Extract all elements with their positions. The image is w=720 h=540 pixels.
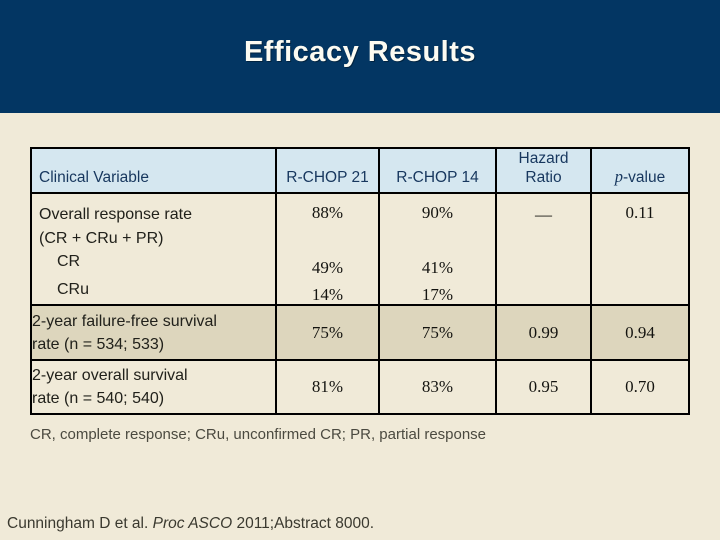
efficacy-table: Clinical Variable R-CHOP 21 R-CHOP 14 Ha… <box>30 147 690 415</box>
cell-ffs-rchop21: 75% <box>275 304 380 361</box>
cell-orr-rchop14: 90% 41% 17% <box>378 192 497 306</box>
cell-orr-pvalue: 0.11 <box>590 192 690 306</box>
cell-os-rchop14: 83% <box>378 359 497 415</box>
cr-rchop14-value: 41% <box>421 258 454 277</box>
header-hazard-ratio: Hazard Ratio <box>495 147 592 194</box>
cell-ffs-pvalue: 0.94 <box>590 304 690 361</box>
orr-rchop14-value: 90% <box>421 203 454 222</box>
cr-rchop21-value: 49% <box>311 258 344 277</box>
orr-rchop21-value: 88% <box>311 203 344 222</box>
cell-orr-hazard: — <box>495 192 592 306</box>
cru-rchop14-value: 17% <box>421 285 454 304</box>
os-label-line2: rate (n = 540; 540) <box>32 390 165 407</box>
header-p-italic: p <box>614 167 624 186</box>
cell-os-hazard: 0.95 <box>495 359 592 415</box>
header-p-value: p-value <box>590 147 690 194</box>
citation-journal: Proc ASCO <box>152 515 233 532</box>
cell-os-pvalue: 0.70 <box>590 359 690 415</box>
citation: Cunningham D et al. Proc ASCO 2011;Abstr… <box>7 515 374 533</box>
abbreviations-footnote: CR, complete response; CRu, unconfirmed … <box>30 426 487 443</box>
header-hazard-line1: Hazard <box>518 150 569 167</box>
citation-suffix: 2011;Abstract 8000. <box>232 515 375 532</box>
cell-ffs-rchop14: 75% <box>378 304 497 361</box>
header-p-rest: -value <box>623 169 666 186</box>
table-row-overall-response: Overall response rate (CR + CRu + PR) CR… <box>30 192 690 306</box>
cell-os-rchop21: 81% <box>275 359 380 415</box>
orr-label-line2: (CR + CRu + PR) <box>39 230 164 247</box>
orr-label-line1: Overall response rate <box>39 206 192 223</box>
slide-title: Efficacy Results <box>243 36 477 68</box>
cell-os-label: 2-year overall survival rate (n = 540; 5… <box>30 359 277 415</box>
cell-orr-rchop21: 88% 49% 14% <box>275 192 380 306</box>
cell-ffs-label: 2-year failure-free survival rate (n = 5… <box>30 304 277 361</box>
header-rchop21: R-CHOP 21 <box>275 147 380 194</box>
header-rchop14: R-CHOP 14 <box>378 147 497 194</box>
header-clinical-variable: Clinical Variable <box>30 147 277 194</box>
cell-orr-label: Overall response rate (CR + CRu + PR) CR… <box>30 192 277 306</box>
title-band <box>0 0 720 113</box>
header-hazard-line2: Ratio <box>525 169 562 186</box>
citation-prefix: Cunningham D et al. <box>7 515 153 532</box>
orr-pvalue-value: 0.11 <box>625 203 655 222</box>
os-label-line1: 2-year overall survival <box>32 367 188 384</box>
ffs-label-line2: rate (n = 534; 533) <box>32 335 165 353</box>
ffs-label-line1: 2-year failure-free survival <box>32 312 217 330</box>
table-header-row: Clinical Variable R-CHOP 21 R-CHOP 14 Ha… <box>30 147 690 194</box>
orr-hazard-value: — <box>535 205 552 224</box>
table-row-failure-free-survival: 2-year failure-free survival rate (n = 5… <box>30 304 690 361</box>
cru-rchop21-value: 14% <box>311 285 344 304</box>
orr-sub-cru-label: CRu <box>57 281 90 298</box>
cell-ffs-hazard: 0.99 <box>495 304 592 361</box>
orr-sub-cr-label: CR <box>57 253 81 270</box>
table-row-overall-survival: 2-year overall survival rate (n = 540; 5… <box>30 359 690 415</box>
